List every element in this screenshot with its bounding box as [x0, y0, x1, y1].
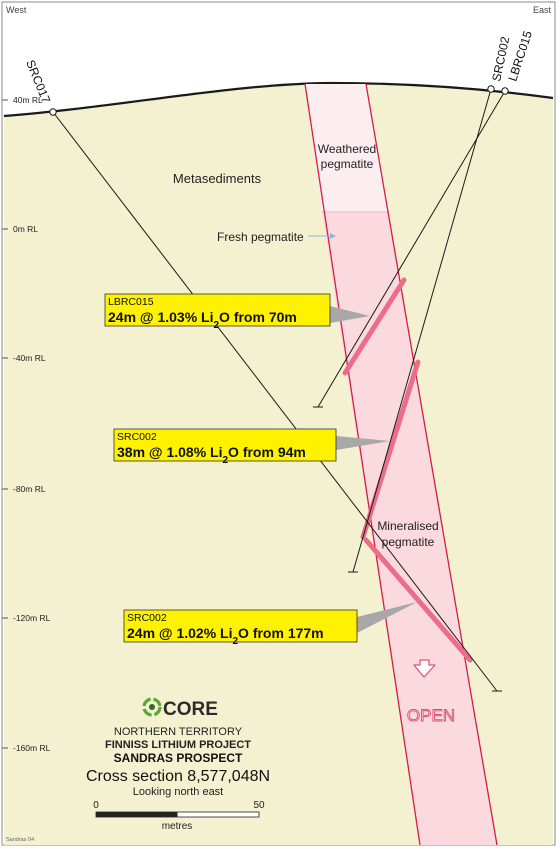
scale-unit-label: metres: [162, 821, 193, 832]
logo-text: CORE: [163, 699, 218, 720]
rl-label-minus80: -80m RL: [13, 484, 46, 494]
callout-pointer-src002-94m: [336, 436, 390, 450]
callout-lbrc015: LBRC015 24m @ 1.03% Li2O from 70m: [104, 293, 331, 331]
callout-intercept: 24m @ 1.03% Li2O from 70m: [108, 309, 297, 331]
section-title: Cross section 8,577,048N: [86, 768, 270, 785]
open-down-arrow-icon: [413, 659, 436, 678]
view-direction-label: Looking north east: [133, 786, 224, 798]
core-logo-dot: [149, 704, 155, 710]
rl-axis: [2, 99, 8, 749]
fresh-pegmatite-label: Fresh pegmatite: [217, 230, 304, 244]
drillhole-lbrc015-trace: [317, 90, 506, 408]
callout-intercept: 24m @ 1.02% Li2O from 177m: [127, 625, 324, 647]
metasediments-label: Metasediments: [173, 171, 262, 186]
callout-hole: LBRC015: [108, 296, 154, 308]
drillhole-lbrc015-collar: [501, 87, 509, 95]
callout-intercept: 38m @ 1.08% Li2O from 94m: [117, 444, 306, 466]
topography-line: [3, 81, 554, 118]
drillhole-src017-collar: [49, 108, 57, 116]
west-label: West: [6, 5, 27, 15]
scale-bar: 0 50 metres: [93, 800, 265, 832]
scale-min-label: 0: [93, 800, 99, 811]
project-label: FINNISS LITHIUM PROJECT: [105, 739, 251, 751]
mineralised-label-line1: Mineralised: [377, 519, 438, 533]
mineralised-label-line2: pegmatite: [382, 535, 435, 549]
intercept-src002-lower: [363, 537, 473, 663]
drillhole-src017-trace: [52, 111, 498, 692]
rl-label-minus40: -40m RL: [13, 353, 46, 363]
core-logo-icon: [142, 697, 162, 717]
open-label: OPEN: [407, 706, 455, 725]
dyke-hangingwall-contact: [365, 83, 498, 846]
weathered-pegmatite-body: [305, 84, 389, 212]
callout-pointer-lbrc015: [330, 306, 370, 323]
rl-label-40: 40m RL: [13, 95, 43, 105]
core-logo: CORE: [142, 697, 218, 720]
east-label: East: [533, 5, 552, 15]
fresh-pegmatite-body: [322, 212, 497, 845]
callout-pointer-src002-177m: [357, 602, 417, 633]
callout-src002-94m: SRC002 38m @ 1.08% Li2O from 94m: [113, 428, 337, 466]
callout-hole: SRC002: [127, 612, 167, 624]
fresh-pegmatite-arrow-icon: [330, 233, 336, 239]
weathered-label-line1: Weathered: [318, 142, 376, 156]
drillhole-src002-trace: [352, 88, 492, 573]
callout-hole: SRC002: [117, 431, 157, 443]
rl-label-0: 0m RL: [13, 224, 38, 234]
dyke-footwall-contact: [304, 83, 421, 846]
intercept-src002-upper: [360, 359, 421, 540]
intercept-lbrc015: [342, 277, 407, 376]
callout-src002-177m: SRC002 24m @ 1.02% Li2O from 177m: [123, 609, 358, 647]
weathered-label-line2: pegmatite: [321, 157, 374, 171]
prospect-label: SANDRAS PROSPECT: [114, 751, 243, 765]
rl-label-minus160: -160m RL: [13, 743, 51, 753]
region-label: NORTHERN TERRITORY: [114, 726, 243, 738]
rl-label-minus120: -120m RL: [13, 613, 51, 623]
figure-reference: Sandras 04: [6, 837, 34, 843]
drillhole-src002-collar: [487, 85, 495, 93]
scale-max-label: 50: [253, 800, 265, 811]
